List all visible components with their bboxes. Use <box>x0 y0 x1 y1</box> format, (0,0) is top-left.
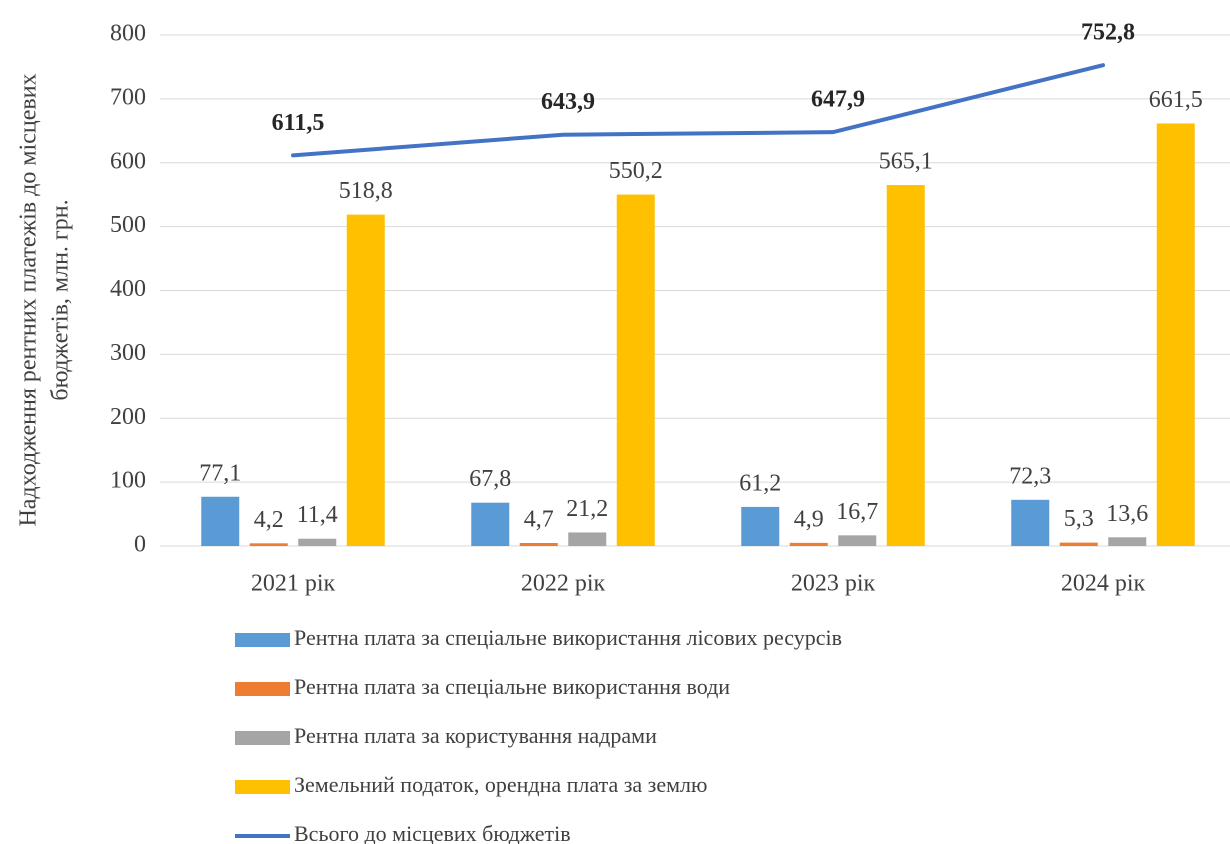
data-label: 4,9 <box>794 506 824 532</box>
bar <box>789 542 828 546</box>
x-tick-label: 2023 рік <box>791 571 876 597</box>
y-tick-label: 600 <box>110 148 146 174</box>
bar <box>201 496 240 546</box>
y-tick-label: 0 <box>134 532 146 558</box>
legend-label: Всього до місцевих бюджетів <box>294 821 571 844</box>
bar <box>1059 542 1098 546</box>
bar <box>741 506 780 546</box>
bar <box>1011 499 1050 546</box>
legend-swatch <box>235 682 290 696</box>
bar <box>1156 123 1195 547</box>
y-tick-label: 100 <box>110 468 146 494</box>
bar <box>249 543 288 546</box>
legend-label: Рентна плата за спеціальне використання … <box>294 674 730 699</box>
data-label: 4,7 <box>524 506 554 532</box>
line-series <box>291 63 1105 158</box>
y-tick-label: 800 <box>110 21 146 47</box>
data-label: 11,4 <box>297 502 338 528</box>
data-label: 661,5 <box>1149 87 1203 113</box>
legend-swatch <box>235 731 290 745</box>
legend-swatch <box>235 780 290 794</box>
data-label: 647,9 <box>811 87 865 113</box>
bar <box>471 502 510 546</box>
x-tick-label: 2021 рік <box>251 571 336 597</box>
bar <box>838 535 877 546</box>
x-tick-label: 2022 рік <box>521 571 606 597</box>
bar <box>298 538 337 546</box>
legend-swatch <box>235 633 290 647</box>
legend-label: Земельний податок, орендна плата за земл… <box>294 772 707 797</box>
y-tick-label: 700 <box>110 84 146 110</box>
y-tick-label: 200 <box>110 404 146 430</box>
data-label: 5,3 <box>1064 506 1094 532</box>
data-label: 518,8 <box>339 178 393 204</box>
data-label: 72,3 <box>1009 463 1051 489</box>
y-axis-label: бюджетів, млн. грн. <box>48 199 74 400</box>
bar <box>568 532 607 546</box>
bar <box>519 542 558 546</box>
bar <box>616 194 655 546</box>
data-label: 611,5 <box>272 110 325 136</box>
y-axis-label: Надходження рентних платежів до місцевих <box>16 73 42 526</box>
legend-label: Рентна плата за спеціальне використання … <box>294 625 842 650</box>
data-label: 4,2 <box>254 507 284 533</box>
data-label: 61,2 <box>739 470 781 496</box>
y-tick-label: 400 <box>110 276 146 302</box>
data-label: 752,8 <box>1081 20 1135 46</box>
bar <box>886 185 925 547</box>
data-label: 67,8 <box>469 466 511 492</box>
data-label: 77,1 <box>199 460 241 486</box>
data-label: 643,9 <box>541 89 595 115</box>
bar <box>346 214 385 546</box>
y-tick-label: 300 <box>110 340 146 366</box>
bar <box>1108 537 1147 546</box>
legend-label: Рентна плата за користування надрами <box>294 723 657 748</box>
y-tick-label: 500 <box>110 212 146 238</box>
data-label: 21,2 <box>566 496 608 522</box>
x-tick-label: 2024 рік <box>1061 571 1146 597</box>
data-label: 550,2 <box>609 158 663 184</box>
data-label: 16,7 <box>836 499 878 525</box>
data-label: 565,1 <box>879 149 933 175</box>
data-label: 13,6 <box>1106 501 1148 527</box>
